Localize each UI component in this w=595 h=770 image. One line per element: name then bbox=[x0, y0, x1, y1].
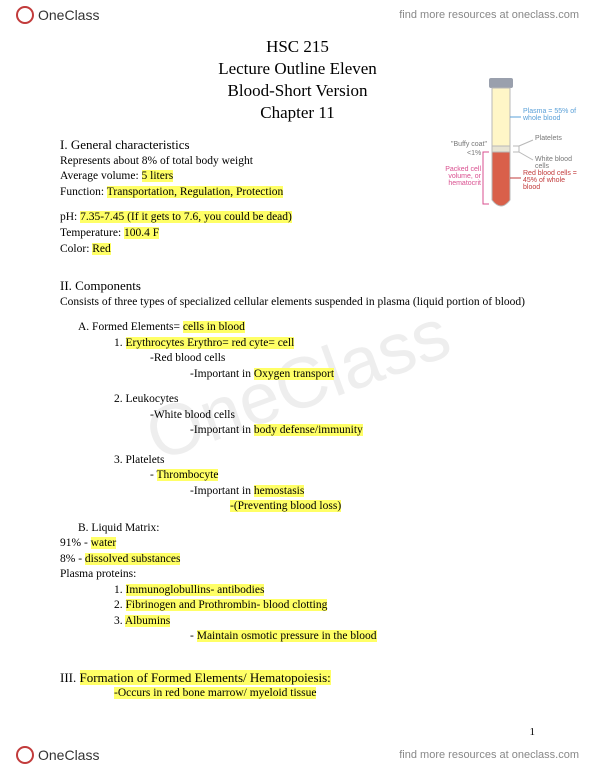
tube-label-buffy-pct: <1% bbox=[467, 150, 481, 157]
s3-line: -Occurs in red bone marrow/ myeloid tiss… bbox=[114, 686, 535, 702]
footer-logo-text: OneClass bbox=[38, 747, 99, 763]
course-code: HSC 215 bbox=[60, 36, 535, 58]
logo-circle-icon bbox=[16, 746, 34, 764]
s2b-sub: - Maintain osmotic pressure in the blood bbox=[190, 629, 535, 645]
footer-link[interactable]: find more resources at oneclass.com bbox=[399, 749, 579, 761]
header-link[interactable]: find more resources at oneclass.com bbox=[399, 9, 579, 21]
s2a-item: 3. Platelets bbox=[114, 453, 535, 469]
tube-label-buffy: "Buffy coat" bbox=[451, 141, 487, 148]
s2b-item: 1. Immunoglobullins- antibodies bbox=[114, 583, 535, 599]
tube-plasma bbox=[492, 88, 510, 146]
section-2-head: II. Components bbox=[60, 277, 535, 295]
platelets-line-icon bbox=[519, 140, 533, 146]
s2b-line: 8% - dissolved substances bbox=[60, 552, 535, 568]
header-bar: OneClass find more resources at oneclass… bbox=[0, 0, 595, 30]
tube-label-packed: Packed cell volume, or hematocrit bbox=[419, 166, 481, 187]
s2a-sub: -Important in hemostasis bbox=[190, 484, 535, 500]
s2a-item: 2. Leukocytes bbox=[114, 392, 535, 408]
test-tube-diagram: Plasma = 55% of whole blood Platelets Wh… bbox=[413, 72, 583, 252]
tube-label-wbc: White blood cells bbox=[535, 156, 583, 170]
tube-rbc bbox=[492, 152, 510, 206]
tube-label-rbc: Red blood cells = 45% of whole blood bbox=[523, 170, 581, 191]
s2a-sub: -Red blood cells bbox=[150, 351, 535, 367]
tube-cap bbox=[489, 78, 513, 88]
footer-bar: OneClass find more resources at oneclass… bbox=[0, 740, 595, 770]
s2a-sub: -White blood cells bbox=[150, 408, 535, 424]
logo-circle-icon bbox=[16, 6, 34, 24]
s2a-head: A. Formed Elements= cells in blood bbox=[78, 320, 535, 336]
s2b-item: 2. Fibrinogen and Prothrombin- blood clo… bbox=[114, 598, 535, 614]
s2b-item: 3. Albumins bbox=[114, 614, 535, 630]
s2b-line: 91% - water bbox=[60, 536, 535, 552]
buffy-bracket-icon bbox=[513, 146, 519, 152]
s2a-item: 1. Erythrocytes Erythro= red cyte= cell bbox=[114, 336, 535, 352]
tube-buffy bbox=[492, 146, 510, 152]
s2a-sub: -Important in body defense/immunity bbox=[190, 423, 535, 439]
tube-label-platelets: Platelets bbox=[535, 135, 562, 142]
s2a-sub: -Important in Oxygen transport bbox=[190, 367, 535, 383]
s2a-sub: -(Preventing blood loss) bbox=[230, 499, 535, 515]
s2a-sub: - Thrombocyte bbox=[150, 468, 535, 484]
packed-bracket-icon bbox=[483, 152, 489, 204]
s2b-head: B. Liquid Matrix: bbox=[78, 521, 535, 537]
section-3-head: III. Formation of Formed Elements/ Hemat… bbox=[60, 669, 535, 687]
header-logo[interactable]: OneClass bbox=[16, 6, 99, 24]
header-logo-text: OneClass bbox=[38, 7, 99, 23]
wbc-line-icon bbox=[519, 152, 533, 160]
s2b-line: Plasma proteins: bbox=[60, 567, 535, 583]
tube-label-plasma: Plasma = 55% of whole blood bbox=[523, 108, 581, 122]
s2-desc: Consists of three types of specialized c… bbox=[60, 295, 535, 311]
footer-logo[interactable]: OneClass bbox=[16, 746, 99, 764]
